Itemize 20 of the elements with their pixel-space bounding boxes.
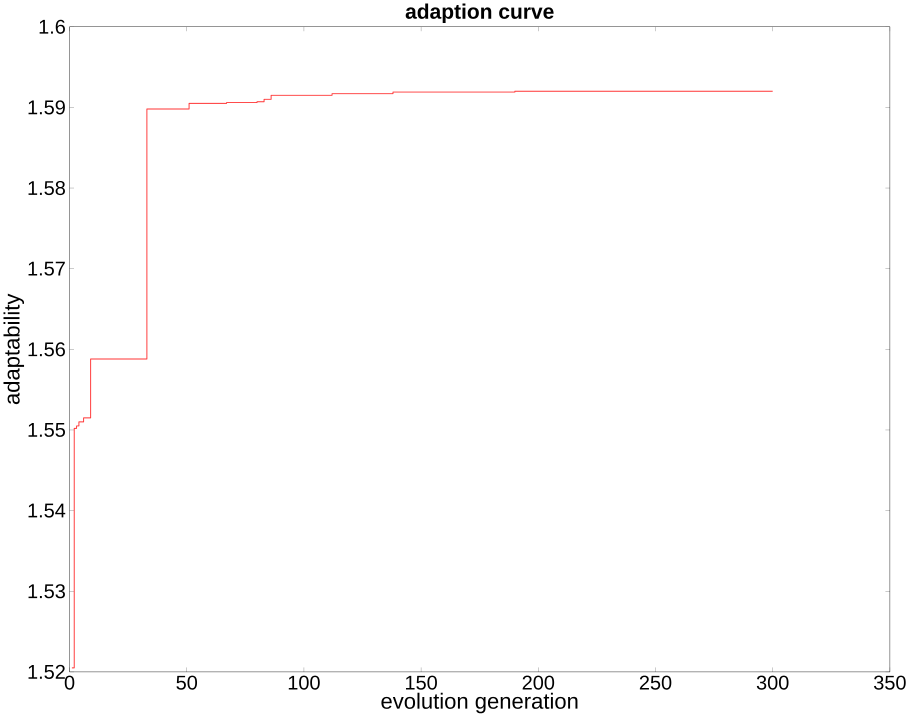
- x-tick-label: 150: [406, 676, 437, 690]
- y-tick-label: 1.58: [28, 181, 65, 196]
- y-tick-label: 1.52: [28, 664, 65, 680]
- x-tick-label: 250: [640, 676, 672, 690]
- x-axis-title: evolution generation: [381, 692, 578, 714]
- y-tick-label: 1.59: [28, 100, 65, 115]
- x-tick-label: 0: [64, 676, 74, 690]
- y-tick-label: 1.55: [28, 423, 65, 438]
- x-tick-label: 50: [176, 676, 198, 690]
- y-axis-title: adaptability: [4, 294, 24, 404]
- y-tick-label: 1.53: [28, 584, 65, 598]
- x-tick-label: 200: [522, 676, 554, 690]
- y-tick-label: 1.57: [28, 262, 65, 276]
- chart-title: adaption curve: [406, 4, 554, 24]
- y-tick-label: 1.56: [28, 342, 65, 357]
- x-tick-label: 350: [874, 676, 906, 690]
- x-tick-label: 300: [756, 676, 789, 690]
- x-tick-label: 100: [288, 676, 320, 690]
- y-tick-label: 1.6: [40, 20, 65, 34]
- y-tick-label: 1.54: [28, 504, 66, 518]
